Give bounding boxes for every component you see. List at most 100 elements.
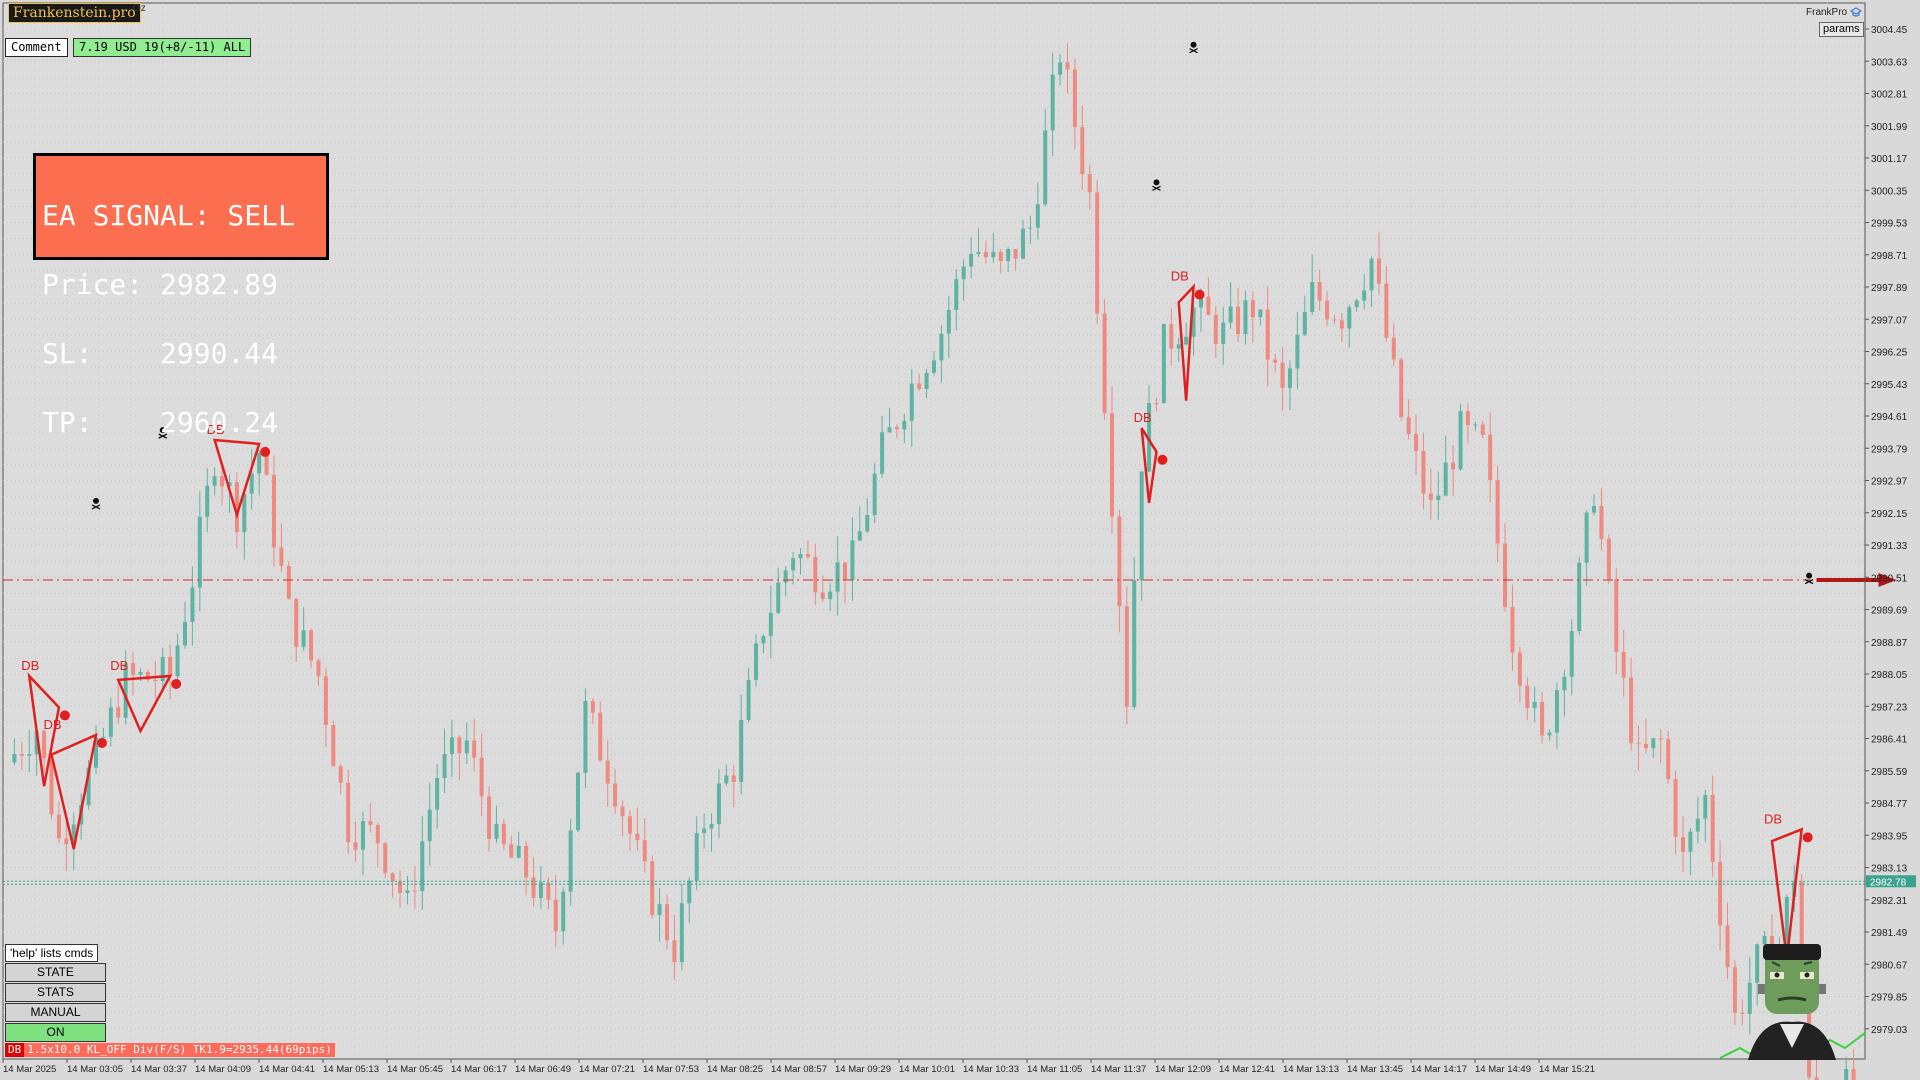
pattern-label: DB — [110, 658, 128, 673]
candle-body — [583, 700, 588, 773]
candle-body — [316, 660, 321, 677]
candle-body — [1265, 309, 1270, 360]
candle-body — [635, 833, 640, 841]
trade-summary: 7.19 USD 19(+8/-11) ALL — [73, 38, 252, 57]
price-tick-label: 2992.97 — [1871, 477, 1908, 488]
candle-body — [168, 656, 173, 677]
candle-body — [420, 841, 425, 892]
price-tick-label: 2988.05 — [1871, 670, 1908, 681]
candle-body — [227, 482, 232, 487]
time-tick-label: 14 Mar 07:53 — [643, 1064, 699, 1075]
candle-body — [1206, 296, 1211, 315]
candle-body — [464, 740, 469, 754]
candle-body — [805, 553, 810, 557]
time-tick-label: 14 Mar 11:37 — [1091, 1064, 1146, 1075]
candle-body — [1161, 324, 1166, 404]
candle-body — [42, 730, 47, 759]
candle-body — [1243, 300, 1248, 335]
candle-body — [190, 587, 195, 622]
candle-body — [1473, 424, 1478, 426]
candle-body — [205, 485, 210, 517]
candle-body — [1569, 631, 1574, 677]
time-tick-label: 14 Mar 2025 — [3, 1064, 56, 1075]
price-tick-label: 2981.49 — [1871, 928, 1908, 939]
price-tick-label: 2992.15 — [1871, 509, 1908, 520]
candle-body — [1250, 300, 1255, 318]
candle-body — [731, 775, 736, 782]
price-tick-label: 2987.23 — [1871, 702, 1908, 713]
price-tick-label: 2999.53 — [1871, 219, 1908, 230]
candle-body — [843, 562, 848, 581]
candle-body — [487, 796, 492, 839]
candle-body — [754, 643, 759, 680]
candle-body — [1369, 258, 1374, 291]
time-tick-label: 14 Mar 06:49 — [515, 1064, 571, 1075]
time-tick-label: 14 Mar 05:45 — [387, 1064, 443, 1075]
entry-marker — [260, 446, 271, 457]
candle-body — [1718, 861, 1723, 926]
signal-price: Price: 2982.89 — [42, 268, 279, 301]
candle-body — [1451, 462, 1456, 470]
on-toggle-button[interactable]: ON — [5, 1023, 106, 1042]
candle-body — [983, 251, 988, 258]
time-tick-label: 14 Mar 06:17 — [451, 1064, 507, 1075]
candle-body — [946, 309, 951, 334]
candle-body — [108, 707, 113, 737]
candle-body — [1050, 74, 1055, 131]
price-tick-label: 2988.87 — [1871, 638, 1908, 649]
candle-series — [12, 43, 1856, 1080]
candle-body — [1043, 130, 1048, 205]
candle-body — [761, 635, 766, 644]
manual-button[interactable]: MANUAL — [5, 1003, 106, 1022]
candle-body — [1428, 493, 1433, 500]
candle-body — [516, 845, 521, 858]
candle-body — [1740, 1012, 1745, 1014]
candle-body — [969, 253, 974, 267]
candle-body — [509, 844, 514, 858]
candle-body — [1703, 795, 1708, 819]
status-tag: DB — [5, 1043, 25, 1057]
candle-body — [1784, 896, 1789, 945]
skull-icon — [92, 497, 99, 504]
candle-body — [1280, 362, 1285, 388]
candle-body — [346, 782, 351, 843]
candle-body — [472, 740, 477, 758]
time-tick-label: 14 Mar 14:17 — [1411, 1064, 1467, 1075]
sell-arrow — [1816, 573, 1897, 588]
candle-body — [702, 828, 707, 833]
candle-body — [1399, 359, 1404, 418]
candle-body — [1332, 319, 1337, 321]
candle-body — [605, 760, 610, 784]
candle-body — [175, 645, 180, 677]
time-tick-label: 14 Mar 07:21 — [579, 1064, 635, 1075]
price-tick-label: 2997.89 — [1871, 283, 1908, 294]
candle-body — [1629, 677, 1634, 744]
candle-body — [776, 582, 781, 613]
params-button[interactable]: params — [1819, 22, 1864, 37]
candle-body — [368, 820, 373, 825]
pattern-triangle — [50, 732, 98, 850]
candle-body — [1109, 413, 1114, 517]
candle-body — [449, 737, 454, 754]
stats-button[interactable]: STATS — [5, 983, 106, 1002]
candle-body — [1503, 543, 1508, 607]
skull-icon — [1153, 179, 1160, 186]
frankenstein-avatar-icon — [1720, 944, 1865, 1060]
skull-icon — [1190, 41, 1197, 48]
entry-marker — [59, 710, 70, 721]
entry-marker — [96, 737, 107, 748]
status-text: 1.5x10.0 KL_OFF Div(F/S) TK1.9=2935.44(6… — [27, 1043, 332, 1056]
candle-body — [1087, 174, 1092, 193]
candle-body — [642, 840, 647, 862]
candle-body — [360, 820, 365, 850]
candle-body — [1421, 451, 1426, 494]
candle-body — [932, 360, 936, 373]
candle-body — [1236, 306, 1241, 335]
candle-body — [1614, 579, 1619, 652]
current-price-badge — [1866, 875, 1916, 888]
comment-button[interactable]: Comment — [5, 38, 68, 57]
candle-body — [242, 493, 247, 533]
candle-body — [1562, 676, 1567, 691]
price-tick-label: 2998.71 — [1871, 251, 1908, 262]
state-button[interactable]: STATE — [5, 963, 106, 982]
